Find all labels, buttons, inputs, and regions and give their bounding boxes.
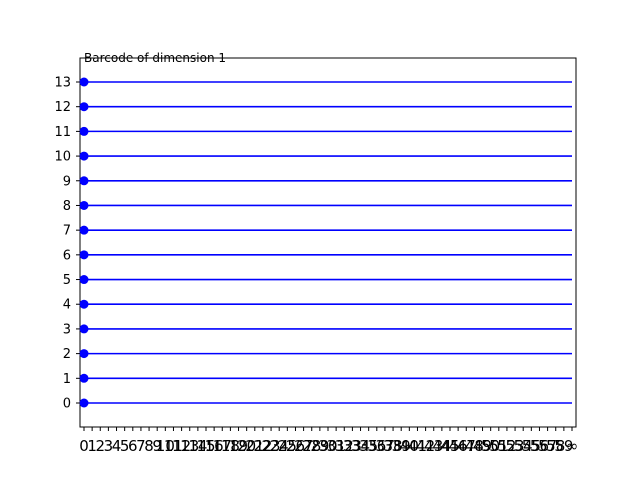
x-tick-label: 30 (318, 437, 337, 455)
x-tick-label: 45 (440, 437, 459, 455)
bar-birth-point-4 (79, 299, 89, 309)
y-tick-label: 3 (63, 322, 71, 337)
x-tick-label: 49 (473, 437, 492, 455)
y-tick-label: 12 (54, 100, 71, 115)
x-tick-label: 10 (156, 437, 175, 455)
x-tick-label: 12 (172, 437, 191, 455)
chart-title: Barcode of dimension 1 (84, 51, 226, 65)
x-tick-label: 14 (188, 437, 207, 455)
y-tick-label: 4 (63, 298, 71, 313)
bar-birth-point-13 (79, 77, 89, 87)
bar-birth-point-9 (79, 176, 89, 186)
x-tick-label: 26 (286, 437, 305, 455)
x-tick-label: 29 (310, 437, 329, 455)
x-tick-label: 47 (457, 437, 476, 455)
x-tick-label: 43 (424, 437, 443, 455)
x-tick-label: 5 (120, 437, 130, 455)
x-tick-label: 38 (384, 437, 403, 455)
x-tick-label: 15 (196, 437, 215, 455)
x-tick-label: 2 (95, 437, 105, 455)
x-tick-label: 42 (416, 437, 435, 455)
y-tick-label: 6 (63, 248, 71, 263)
x-tick-label: 44 (432, 437, 451, 455)
x-tick-label: 16 (205, 437, 224, 455)
bar-birth-point-12 (79, 102, 89, 112)
x-tick-label: 54 (514, 437, 533, 455)
x-tick-label: 4 (112, 437, 122, 455)
x-tick-label: 36 (367, 437, 386, 455)
bar-birth-point-6 (79, 250, 89, 260)
x-tick-label: 9 (152, 437, 162, 455)
x-tick-label: 31 (327, 437, 346, 455)
x-tick-label: 19 (229, 437, 248, 455)
x-tick-label: 7 (136, 437, 146, 455)
x-tick-label: 8 (144, 437, 154, 455)
x-tick-label: 1 (87, 437, 97, 455)
y-tick-label: 8 (63, 199, 71, 214)
x-tick-label: 22 (253, 437, 272, 455)
y-tick-label: 1 (63, 372, 71, 387)
bar-birth-point-1 (79, 373, 89, 383)
x-tick-label: 52 (497, 437, 516, 455)
x-tick-label: 24 (270, 437, 289, 455)
y-tick-label: 13 (54, 76, 71, 91)
y-tick-label: 10 (54, 150, 71, 165)
x-tick-label: 51 (489, 437, 508, 455)
bar-birth-point-7 (79, 225, 89, 235)
x-tick-label: 41 (408, 437, 427, 455)
x-tick-label: 57 (538, 437, 557, 455)
y-tick-label: 2 (63, 347, 71, 362)
x-tick-label: 59 (554, 437, 573, 455)
x-tick-label: ∞ (566, 437, 579, 455)
bar-birth-point-2 (79, 349, 89, 359)
bars-group (79, 77, 572, 408)
x-tick-label: 58 (546, 437, 565, 455)
x-tick-label: 17 (213, 437, 232, 455)
x-tick-label: 13 (180, 437, 199, 455)
y-tick-label: 11 (54, 125, 71, 140)
x-tick-label: 11 (164, 437, 183, 455)
x-tick-label: 37 (375, 437, 394, 455)
x-tick-label: 50 (481, 437, 500, 455)
x-tick-label: 3 (104, 437, 114, 455)
bar-birth-point-11 (79, 126, 89, 136)
x-tick-label: 32 (335, 437, 354, 455)
x-tick-label: 53 (506, 437, 525, 455)
x-tick-label: 20 (237, 437, 256, 455)
x-tick-label: 46 (449, 437, 468, 455)
x-tick-label: 27 (294, 437, 313, 455)
y-tick-label: 9 (63, 174, 71, 189)
x-tick-label: 55 (522, 437, 541, 455)
x-tick-label: 48 (465, 437, 484, 455)
x-tick-label: 18 (221, 437, 240, 455)
x-tick-label: 25 (278, 437, 297, 455)
bar-birth-point-3 (79, 324, 89, 334)
plot-frame (79, 57, 577, 428)
x-tick-label: 28 (302, 437, 321, 455)
x-tick-label: 23 (262, 437, 281, 455)
x-tick-label: 40 (400, 437, 419, 455)
x-tick-label: 39 (392, 437, 411, 455)
x-tick-label: 6 (128, 437, 138, 455)
x-tick-label: 56 (530, 437, 549, 455)
bar-birth-point-0 (79, 398, 89, 408)
x-tick-label: 35 (359, 437, 378, 455)
y-tick-label: 5 (63, 273, 71, 288)
x-tick-label: 21 (245, 437, 264, 455)
x-tick-label: 33 (343, 437, 362, 455)
bar-birth-point-8 (79, 200, 89, 210)
y-tick-label: 0 (63, 397, 71, 412)
x-tick-label: 0 (79, 437, 89, 455)
y-tick-label: 7 (63, 224, 71, 239)
bar-birth-point-10 (79, 151, 89, 161)
x-tick-label: 34 (351, 437, 370, 455)
bar-birth-point-5 (79, 275, 89, 285)
x-axis: 0123456789101112131415161718192021222324… (79, 427, 578, 455)
